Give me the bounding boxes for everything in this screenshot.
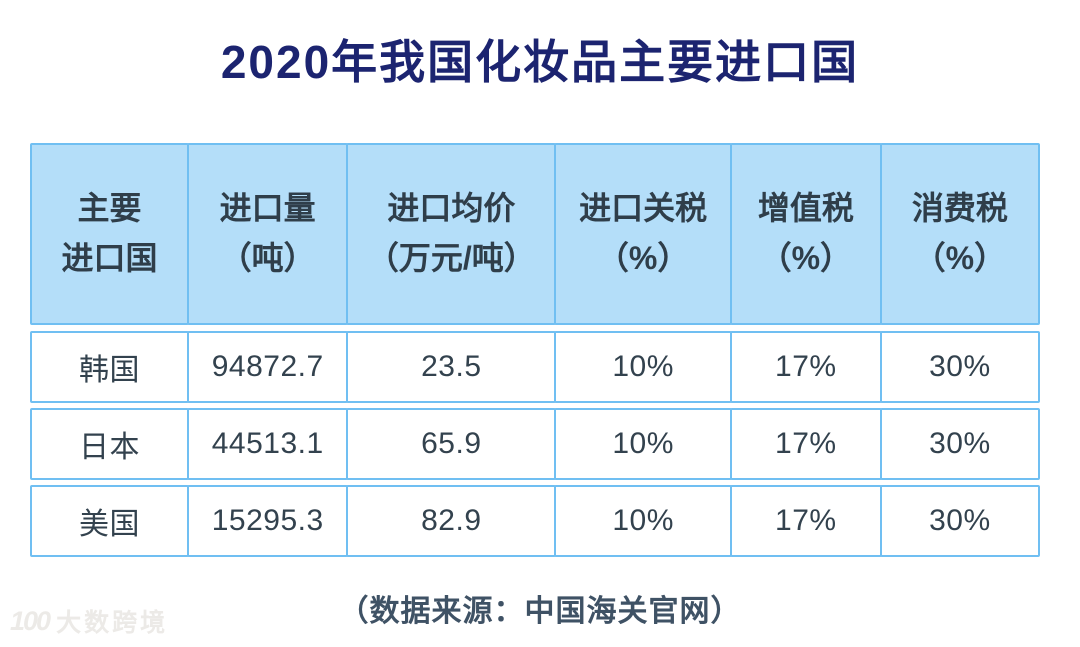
cell-import-volume: 15295.3: [187, 485, 349, 557]
table-row-japan: 日本 44513.1 65.9 10% 17% 30%: [30, 408, 1050, 480]
header-line: 消费税: [911, 190, 1008, 227]
cell-vat: 17%: [729, 408, 882, 480]
header-line: （%）: [913, 240, 1007, 276]
header-line: 进口量: [219, 190, 316, 227]
import-countries-table: 主要 进口国 进口量 （吨） 进口均价 （万元/吨） 进口关税 （%） 增值税 …: [30, 143, 1050, 557]
cell-import-tariff: 10%: [554, 331, 732, 403]
column-header-import-tariff: 进口关税 （%）: [554, 143, 732, 325]
cell-consumption-tax: 30%: [879, 331, 1040, 403]
header-line: 进口均价: [387, 190, 516, 227]
watermark-logo-icon: 100: [10, 605, 51, 636]
column-header-import-volume: 进口量 （吨）: [187, 143, 349, 325]
column-header-vat: 增值税 （%）: [729, 143, 882, 325]
cell-consumption-tax: 30%: [879, 408, 1040, 480]
header-line: （吨）: [219, 240, 316, 276]
cell-consumption-tax: 30%: [879, 485, 1040, 557]
cell-country: 日本: [30, 408, 190, 480]
column-header-country: 主要 进口国: [30, 143, 190, 325]
table-header-row: 主要 进口国 进口量 （吨） 进口均价 （万元/吨） 进口关税 （%） 增值税 …: [30, 143, 1050, 325]
cell-vat: 17%: [729, 331, 882, 403]
cell-avg-price: 23.5: [346, 331, 557, 403]
page-title: 2020年我国化妆品主要进口国: [220, 36, 860, 88]
table-row-korea: 韩国 94872.7 23.5 10% 17% 30%: [30, 331, 1050, 403]
cell-vat: 17%: [729, 485, 882, 557]
cell-avg-price: 82.9: [346, 485, 557, 557]
table-row-usa: 美国 15295.3 82.9 10% 17% 30%: [30, 485, 1050, 557]
column-header-consumption-tax: 消费税 （%）: [879, 143, 1040, 325]
data-source-note: （数据来源：中国海关官网）: [338, 595, 742, 628]
cell-import-volume: 44513.1: [187, 408, 349, 480]
header-line: 增值税: [757, 190, 854, 227]
cell-import-volume: 94872.7: [187, 331, 349, 403]
column-header-avg-price: 进口均价 （万元/吨）: [346, 143, 557, 325]
header-line: （万元/吨）: [366, 240, 536, 276]
header-line: 进口关税: [579, 190, 708, 227]
header-line: 进口国: [61, 240, 158, 276]
header-line: 主要: [77, 190, 142, 227]
cell-country: 韩国: [30, 331, 190, 403]
header-line: （%）: [596, 240, 690, 276]
cell-country: 美国: [30, 485, 190, 557]
cell-import-tariff: 10%: [554, 485, 732, 557]
cell-import-tariff: 10%: [554, 408, 732, 480]
header-line: （%）: [759, 240, 853, 276]
watermark-brand-text: 大数跨境: [56, 609, 169, 637]
cell-avg-price: 65.9: [346, 408, 557, 480]
watermark: 100 大数跨境: [10, 603, 168, 639]
